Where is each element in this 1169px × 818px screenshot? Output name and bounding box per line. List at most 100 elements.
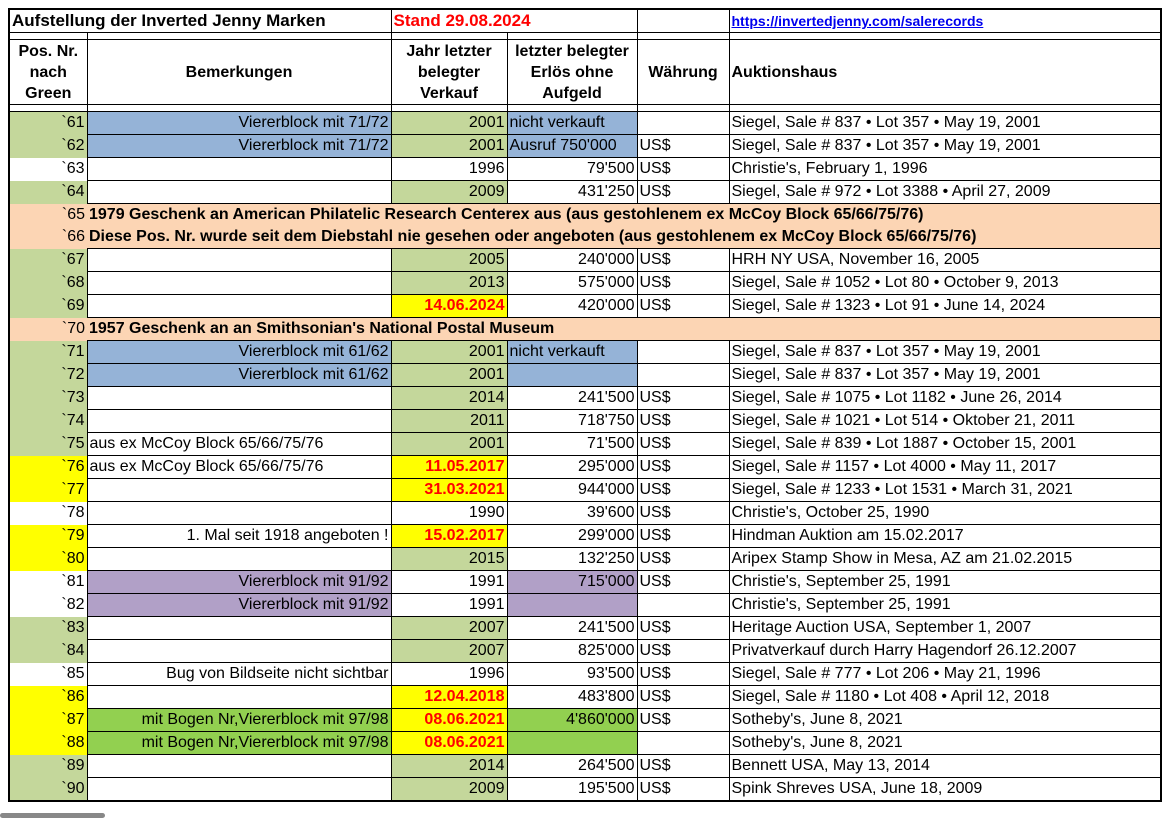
year-cell[interactable]: 1991: [390, 593, 508, 617]
price-cell[interactable]: 241'500: [506, 616, 638, 640]
year-cell[interactable]: 15.02.2017: [390, 524, 508, 548]
pos-cell[interactable]: `86: [9, 685, 88, 709]
currency-cell[interactable]: US$: [636, 409, 730, 433]
auction-house-cell[interactable]: Bennett USA, May 13, 2014: [728, 754, 1162, 778]
auction-house-cell[interactable]: Christie's, September 25, 1991: [728, 570, 1162, 594]
auction-house-cell[interactable]: Christie's, February 1, 1996: [728, 157, 1162, 181]
currency-cell[interactable]: US$: [636, 777, 730, 802]
remark-cell[interactable]: [86, 409, 392, 433]
year-cell[interactable]: 1990: [390, 501, 508, 525]
year-cell[interactable]: 2007: [390, 616, 508, 640]
auction-house-cell[interactable]: Siegel, Sale # 1157 • Lot 4000 • May 11,…: [728, 455, 1162, 479]
empty-cell[interactable]: [636, 8, 730, 33]
remark-cell[interactable]: [86, 639, 392, 663]
remark-cell[interactable]: [86, 180, 392, 204]
stand-date[interactable]: Stand 29.08.2024: [390, 8, 638, 33]
currency-cell[interactable]: US$: [636, 639, 730, 663]
year-cell[interactable]: 31.03.2021: [390, 478, 508, 502]
currency-cell[interactable]: US$: [636, 616, 730, 640]
pos-cell[interactable]: `61: [9, 111, 88, 135]
currency-cell[interactable]: [636, 340, 730, 364]
currency-cell[interactable]: US$: [636, 708, 730, 732]
auction-house-cell[interactable]: Siegel, Sale # 777 • Lot 206 • May 21, 1…: [728, 662, 1162, 686]
year-cell[interactable]: 2014: [390, 386, 508, 410]
price-cell[interactable]: 71'500: [506, 432, 638, 456]
auction-house-cell[interactable]: Siegel, Sale # 837 • Lot 357 • May 19, 2…: [728, 363, 1162, 387]
currency-cell[interactable]: [636, 731, 730, 755]
pos-cell[interactable]: `87: [9, 708, 88, 732]
auction-house-cell[interactable]: Siegel, Sale # 837 • Lot 357 • May 19, 2…: [728, 340, 1162, 364]
remark-cell[interactable]: Viererblock mit 71/72: [86, 134, 392, 158]
year-cell[interactable]: 12.04.2018: [390, 685, 508, 709]
auction-house-cell[interactable]: Sotheby's, June 8, 2021: [728, 708, 1162, 732]
price-cell[interactable]: 93'500: [506, 662, 638, 686]
year-cell[interactable]: 2001: [390, 134, 508, 158]
year-cell[interactable]: 11.05.2017: [390, 455, 508, 479]
remark-cell[interactable]: [86, 547, 392, 571]
header-currency[interactable]: Währung: [636, 39, 730, 105]
pos-cell[interactable]: `83: [9, 616, 88, 640]
currency-cell[interactable]: US$: [636, 271, 730, 295]
currency-cell[interactable]: US$: [636, 294, 730, 318]
pos-cell[interactable]: `89: [9, 754, 88, 778]
pos-cell[interactable]: `84: [9, 639, 88, 663]
note-cell[interactable]: 1979 Geschenk an American Philatelic Res…: [89, 206, 924, 223]
year-cell[interactable]: 1996: [390, 157, 508, 181]
remark-cell[interactable]: Viererblock mit 71/72: [86, 111, 392, 135]
pos-cell[interactable]: `74: [9, 409, 88, 433]
year-cell[interactable]: 2001: [390, 111, 508, 135]
remark-cell[interactable]: [86, 501, 392, 525]
pos-cell[interactable]: `63: [9, 157, 88, 181]
pos-cell[interactable]: `68: [9, 271, 88, 295]
price-cell[interactable]: 195'500: [506, 777, 638, 802]
auction-house-cell[interactable]: Siegel, Sale # 1323 • Lot 91 • June 14, …: [728, 294, 1162, 318]
currency-cell[interactable]: US$: [636, 134, 730, 158]
currency-cell[interactable]: US$: [636, 570, 730, 594]
pos-cell[interactable]: `67: [9, 248, 88, 272]
price-cell[interactable]: 420'000: [506, 294, 638, 318]
price-cell[interactable]: 39'600: [506, 501, 638, 525]
currency-cell[interactable]: US$: [636, 248, 730, 272]
price-cell[interactable]: nicht verkauft: [506, 340, 638, 364]
auction-house-cell[interactable]: Christie's, September 25, 1991: [728, 593, 1162, 617]
price-cell[interactable]: 241'500: [506, 386, 638, 410]
pos-cell[interactable]: `66: [61, 228, 85, 246]
year-cell[interactable]: 08.06.2021: [390, 731, 508, 755]
remark-cell[interactable]: [86, 616, 392, 640]
price-cell[interactable]: [506, 731, 638, 755]
price-cell[interactable]: 299'000: [506, 524, 638, 548]
year-cell[interactable]: 1991: [390, 570, 508, 594]
note-cell[interactable]: 1957 Geschenk an an Smithsonian's Nation…: [89, 320, 555, 337]
price-cell[interactable]: [506, 593, 638, 617]
auction-house-cell[interactable]: Spink Shreves USA, June 18, 2009: [728, 777, 1162, 802]
currency-cell[interactable]: US$: [636, 478, 730, 502]
sheet-title[interactable]: Aufstellung der Inverted Jenny Marken: [8, 8, 392, 33]
year-cell[interactable]: 2007: [390, 639, 508, 663]
year-cell[interactable]: 2011: [390, 409, 508, 433]
remark-cell[interactable]: Viererblock mit 61/62: [86, 340, 392, 364]
currency-cell[interactable]: US$: [636, 180, 730, 204]
price-cell[interactable]: 264'500: [506, 754, 638, 778]
pos-cell[interactable]: `69: [9, 294, 88, 318]
header-house[interactable]: Auktionshaus: [728, 39, 1162, 105]
price-cell[interactable]: 575'000: [506, 271, 638, 295]
pos-cell[interactable]: `88: [9, 731, 88, 755]
price-cell[interactable]: nicht verkauft: [506, 111, 638, 135]
pos-cell[interactable]: `85: [9, 662, 88, 686]
auction-house-cell[interactable]: HRH NY USA, November 16, 2005: [728, 248, 1162, 272]
remark-cell[interactable]: Bug von Bildseite nicht sichtbar: [86, 662, 392, 686]
price-cell[interactable]: 79'500: [506, 157, 638, 181]
auction-house-cell[interactable]: Siegel, Sale # 1180 • Lot 408 • April 12…: [728, 685, 1162, 709]
remark-cell[interactable]: mit Bogen Nr,Viererblock mit 97/98: [86, 731, 392, 755]
price-cell[interactable]: [506, 363, 638, 387]
auction-house-cell[interactable]: Aripex Stamp Show in Mesa, AZ am 21.02.2…: [728, 547, 1162, 571]
auction-house-cell[interactable]: Privatverkauf durch Harry Hagendorf 26.1…: [728, 639, 1162, 663]
currency-cell[interactable]: [636, 111, 730, 135]
year-cell[interactable]: 2009: [390, 777, 508, 802]
remark-cell[interactable]: Viererblock mit 61/62: [86, 363, 392, 387]
year-cell[interactable]: 2014: [390, 754, 508, 778]
price-cell[interactable]: 431'250: [506, 180, 638, 204]
remark-cell[interactable]: [86, 271, 392, 295]
remark-cell[interactable]: [86, 294, 392, 318]
header-remark[interactable]: Bemerkungen: [86, 39, 392, 105]
